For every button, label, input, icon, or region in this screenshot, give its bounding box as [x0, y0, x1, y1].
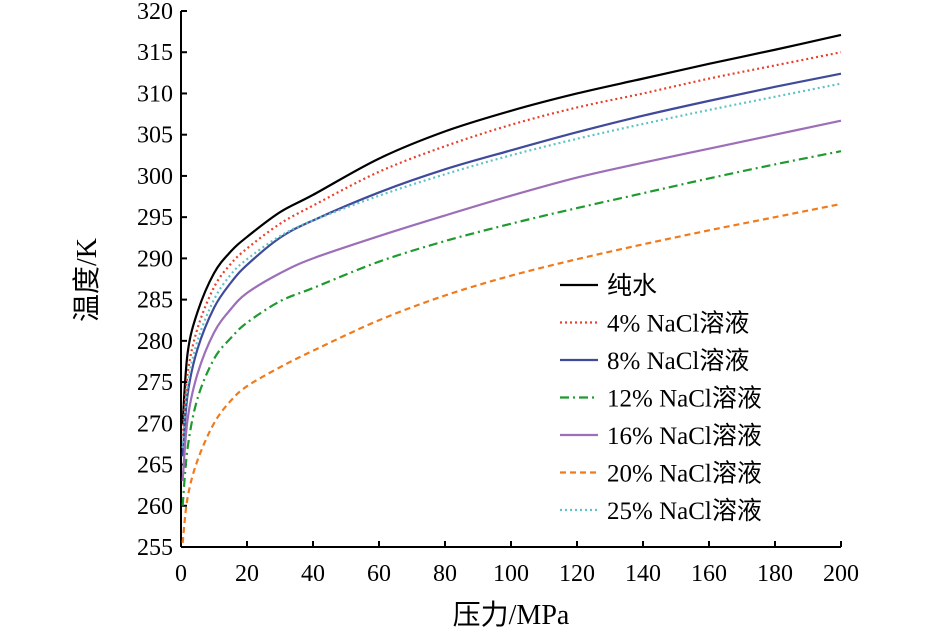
series-line-3 — [181, 72, 842, 457]
x-tick-label: 60 — [367, 561, 391, 587]
x-tick-label: 0 — [175, 561, 187, 587]
legend-label-6: 20% NaCl溶液 — [607, 460, 762, 488]
legend-label-4: 12% NaCl溶液 — [607, 385, 762, 413]
series-line-2 — [181, 51, 842, 436]
x-tick-label: 80 — [433, 561, 457, 587]
y-ticks: 255 260 265 270 275 280 285 290 295 300 305 310 315 3… — [137, 0, 187, 561]
series-line-6 — [181, 202, 842, 543]
x-tick-label: 180 — [757, 561, 793, 587]
y-tick-label: 290 — [137, 246, 173, 272]
y-tick-label: 295 — [137, 205, 173, 231]
y-tick-label: 305 — [137, 123, 173, 149]
x-tick-label: 140 — [625, 561, 661, 587]
x-tick-label: 100 — [493, 561, 529, 587]
y-tick-label: 280 — [137, 329, 173, 355]
y-tick-label: 300 — [137, 164, 173, 190]
legend-label-1: 纯水 — [607, 272, 657, 300]
y-tick-label: 310 — [137, 81, 173, 107]
x-ticks: 0 20 40 60 80 100 120 140 160 180 200 — [175, 541, 859, 587]
x-tick-label: 20 — [235, 561, 259, 587]
legend-label-2: 4% NaCl溶液 — [607, 310, 749, 338]
y-tick-label: 275 — [137, 370, 173, 396]
y-tick-label: 260 — [137, 494, 173, 520]
legend-label-7: 25% NaCl溶液 — [607, 497, 762, 525]
series-line-1 — [181, 33, 842, 424]
chart-axes: 0 20 40 60 80 100 120 140 160 180 200 255 260 265 270… — [137, 0, 859, 587]
legend-label-5: 16% NaCl溶液 — [607, 422, 762, 450]
x-tick-label: 160 — [691, 561, 727, 587]
y-tick-label: 315 — [137, 40, 173, 66]
y-axis-title: 温度/K — [71, 238, 103, 322]
y-tick-label: 270 — [137, 411, 173, 437]
x-tick-label: 120 — [559, 561, 595, 587]
y-tick-label: 255 — [137, 535, 173, 561]
x-tick-label: 200 — [823, 561, 859, 587]
series-line-4 — [181, 150, 842, 506]
x-axis-title: 压力/MPa — [453, 599, 570, 631]
series-line-5 — [181, 119, 842, 482]
plot-series — [181, 33, 842, 543]
y-tick-label: 285 — [137, 288, 173, 314]
y-tick-label: 320 — [137, 0, 173, 25]
legend-label-3: 8% NaCl溶液 — [607, 347, 749, 375]
y-tick-label: 265 — [137, 453, 173, 479]
x-tick-label: 40 — [301, 561, 325, 587]
legend: 纯水 4% NaCl溶液 8% NaCl溶液 12% NaCl溶液 16% NaCl溶液… — [560, 272, 762, 525]
